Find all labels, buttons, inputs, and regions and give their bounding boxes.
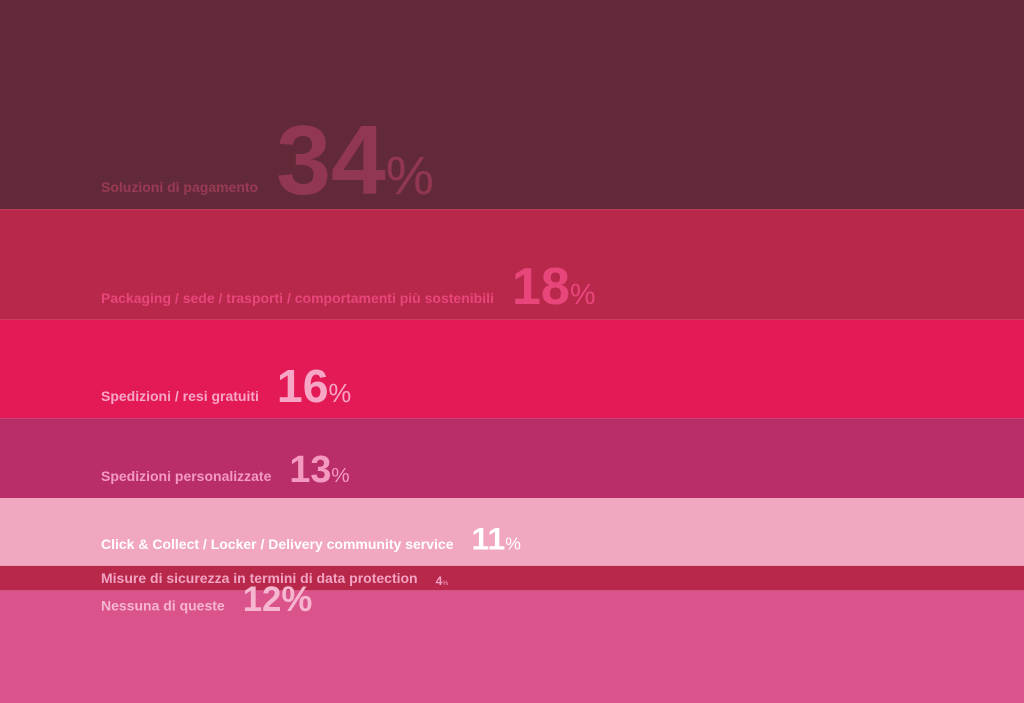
- band: [0, 498, 1024, 566]
- band: [0, 319, 1024, 419]
- category-label: Click & Collect / Locker / Delivery comm…: [101, 536, 454, 552]
- value-label: 16%: [277, 360, 351, 412]
- category-label: Spedizioni personalizzate: [101, 468, 272, 484]
- value-label: 4%: [436, 574, 449, 588]
- value-label: 13%: [289, 448, 349, 490]
- band: [0, 418, 1024, 499]
- value-label: 11%: [471, 520, 520, 556]
- band: [0, 590, 1024, 703]
- category-label: Soluzioni di pagamento: [101, 179, 258, 195]
- category-label: Spedizioni / resi gratuiti: [101, 388, 259, 404]
- band: [0, 0, 1024, 210]
- band: [0, 209, 1024, 320]
- band: [0, 565, 1024, 591]
- value-label: 34%: [276, 105, 434, 215]
- category-label: Misure di sicurezza in termini di data p…: [101, 570, 418, 586]
- value-label: 12%: [243, 580, 313, 619]
- category-label: Packaging / sede / trasporti / comportam…: [101, 290, 494, 306]
- value-label: 18%: [512, 258, 596, 316]
- category-label: Nessuna di queste: [101, 597, 225, 613]
